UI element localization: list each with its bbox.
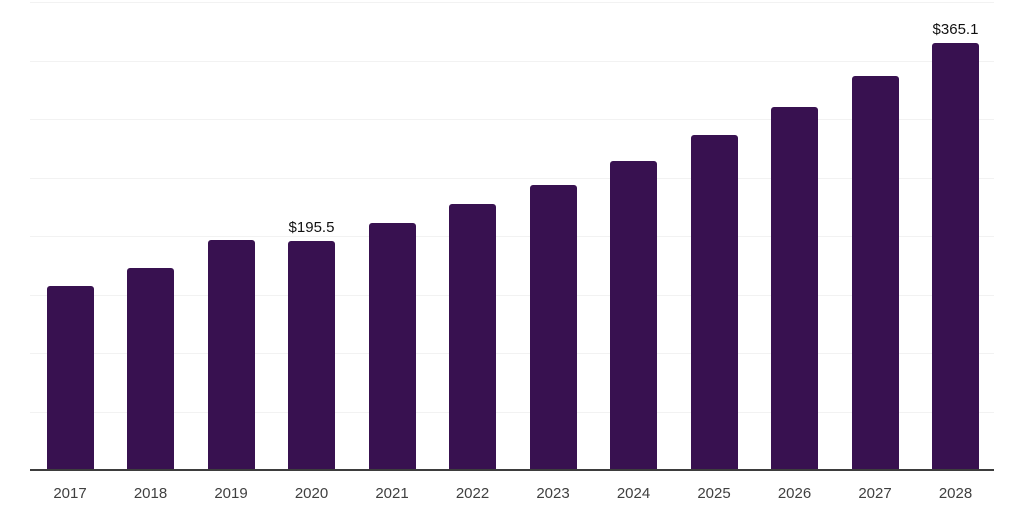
bar-2023: [529, 184, 577, 470]
x-tick-2025: 2025: [697, 485, 731, 502]
x-tick-2028: 2028: [938, 485, 973, 502]
x-tick-2023: 2023: [536, 485, 570, 502]
bar-2025: [690, 135, 738, 470]
x-tick-2024: 2024: [616, 485, 651, 502]
x-tick-2021: 2021: [375, 485, 409, 502]
gridline-150: [30, 295, 994, 296]
x-tick-2019: 2019: [214, 485, 248, 502]
gridline-300: [30, 119, 994, 120]
bar-2019: [207, 239, 255, 470]
x-axis-line: [30, 469, 994, 471]
gridline-250: [30, 178, 994, 179]
bar-2028: [932, 42, 979, 470]
gridline-200: [30, 236, 994, 237]
x-tick-2020: 2020: [294, 485, 329, 502]
gridline-350: [30, 61, 994, 62]
bar-2020: [288, 241, 335, 470]
value-label-2028: $365.1: [932, 20, 979, 38]
bar-2027: [851, 75, 899, 470]
x-tick-2026: 2026: [777, 485, 812, 502]
bar-2024: [610, 161, 657, 470]
bar-2022: [449, 204, 496, 470]
value-label-2020: $195.5: [288, 219, 335, 237]
bar-2026: [771, 107, 818, 470]
bar-2017: [46, 286, 94, 470]
gridline-400: [30, 2, 994, 3]
x-tick-2022: 2022: [455, 485, 490, 502]
bar-2021: [368, 223, 416, 470]
gridline-100: [30, 353, 994, 354]
x-tick-2027: 2027: [858, 485, 892, 502]
x-tick-2018: 2018: [133, 485, 168, 502]
bar-2018: [127, 267, 174, 470]
gridline-50: [30, 412, 994, 413]
x-tick-2017: 2017: [53, 485, 87, 502]
